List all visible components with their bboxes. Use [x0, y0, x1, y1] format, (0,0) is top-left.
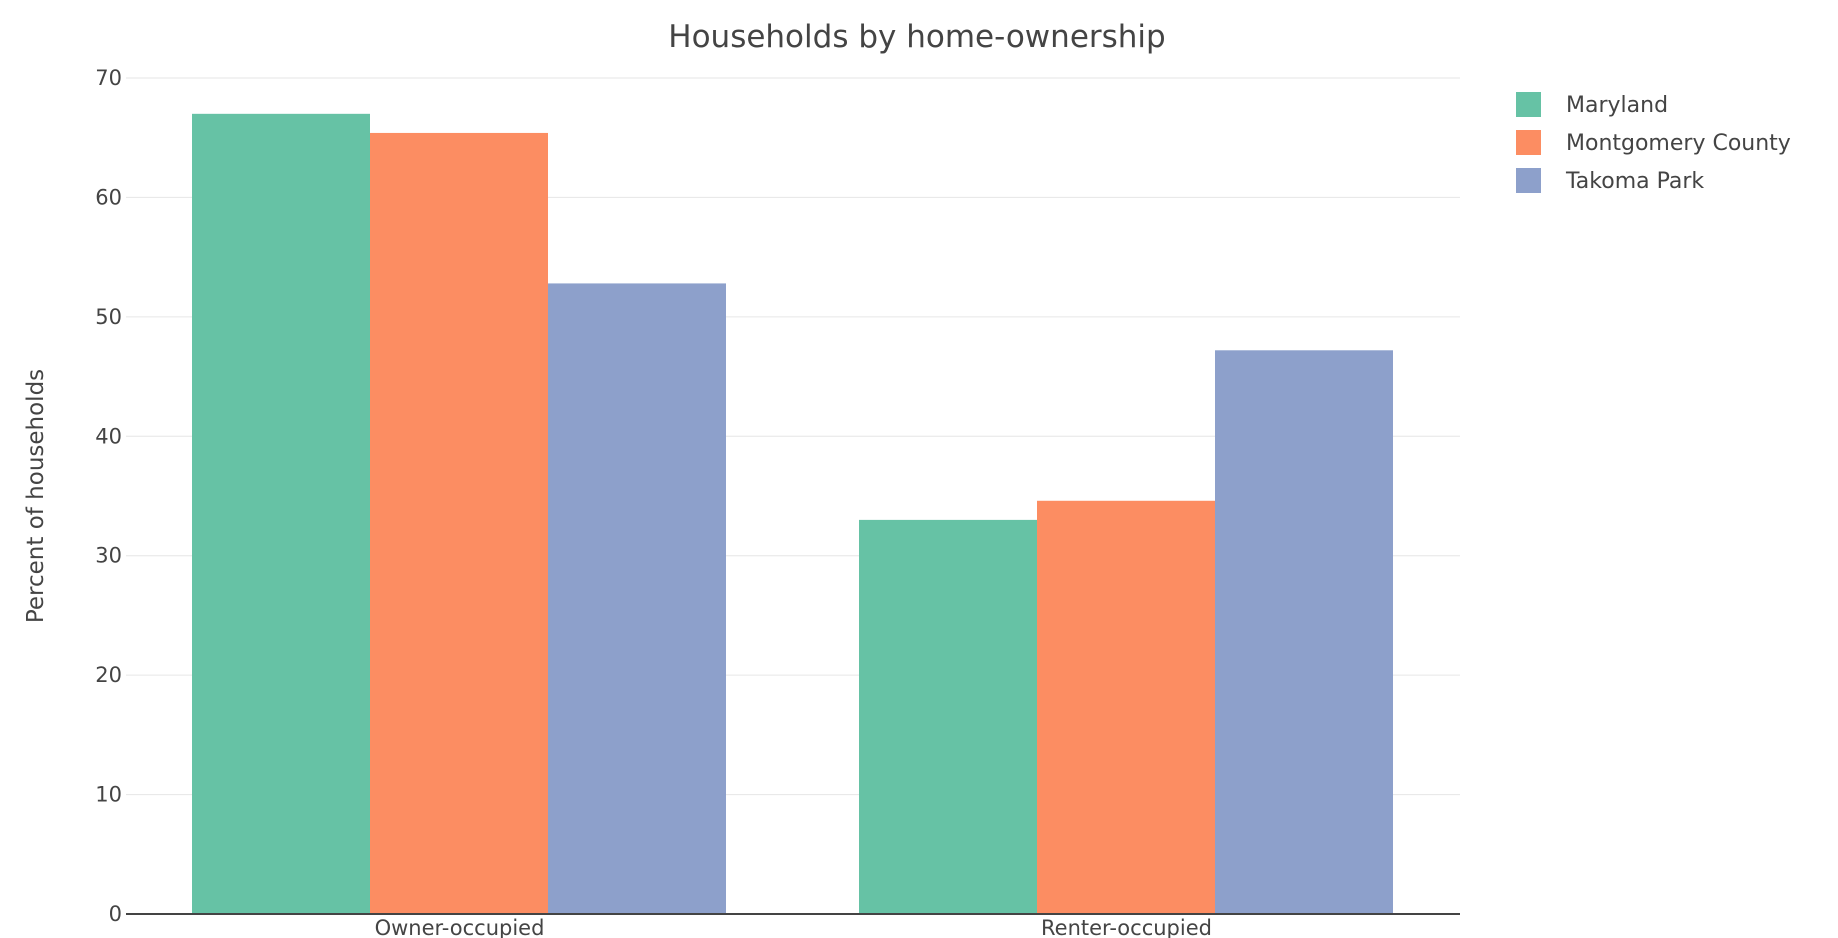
y-tick-label: 50 — [95, 305, 122, 329]
bar-montgomery-county-owner-occupied — [370, 132, 548, 915]
x-tick-label: Renter-occupied — [1041, 916, 1212, 938]
legend-swatch — [1516, 92, 1541, 117]
chart-title: Households by home-ownership — [668, 19, 1165, 55]
bar-takoma-park-renter-occupied — [1215, 350, 1393, 915]
x-tick-label: Owner-occupied — [375, 916, 545, 938]
y-tick-label: 0 — [109, 902, 122, 926]
y-tick-label: 60 — [95, 185, 122, 209]
legend: Maryland Montgomery County Takoma Park — [1516, 92, 1791, 194]
y-tick-label: 70 — [95, 66, 122, 90]
y-tick-label: 30 — [95, 544, 122, 568]
bar-maryland-renter-occupied — [859, 519, 1037, 914]
bar-takoma-park-owner-occupied — [548, 283, 726, 915]
legend-swatch — [1516, 130, 1541, 155]
bar-montgomery-county-renter-occupied — [1037, 500, 1215, 914]
legend-label: Maryland — [1566, 93, 1668, 118]
y-tick-label: 40 — [95, 424, 122, 448]
bars — [192, 113, 1393, 915]
y-tick-label: 20 — [95, 663, 122, 687]
y-axis-title: Percent of households — [23, 369, 49, 623]
legend-swatch — [1516, 168, 1541, 193]
y-tick-label: 10 — [95, 783, 122, 807]
y-axis-ticks: 0 10 20 30 40 50 60 70 — [95, 66, 122, 926]
x-axis-ticks: Owner-occupied Renter-occupied — [375, 916, 1212, 938]
legend-label: Takoma Park — [1565, 169, 1704, 194]
legend-label: Montgomery County — [1566, 131, 1791, 156]
bar-maryland-owner-occupied — [192, 113, 370, 915]
